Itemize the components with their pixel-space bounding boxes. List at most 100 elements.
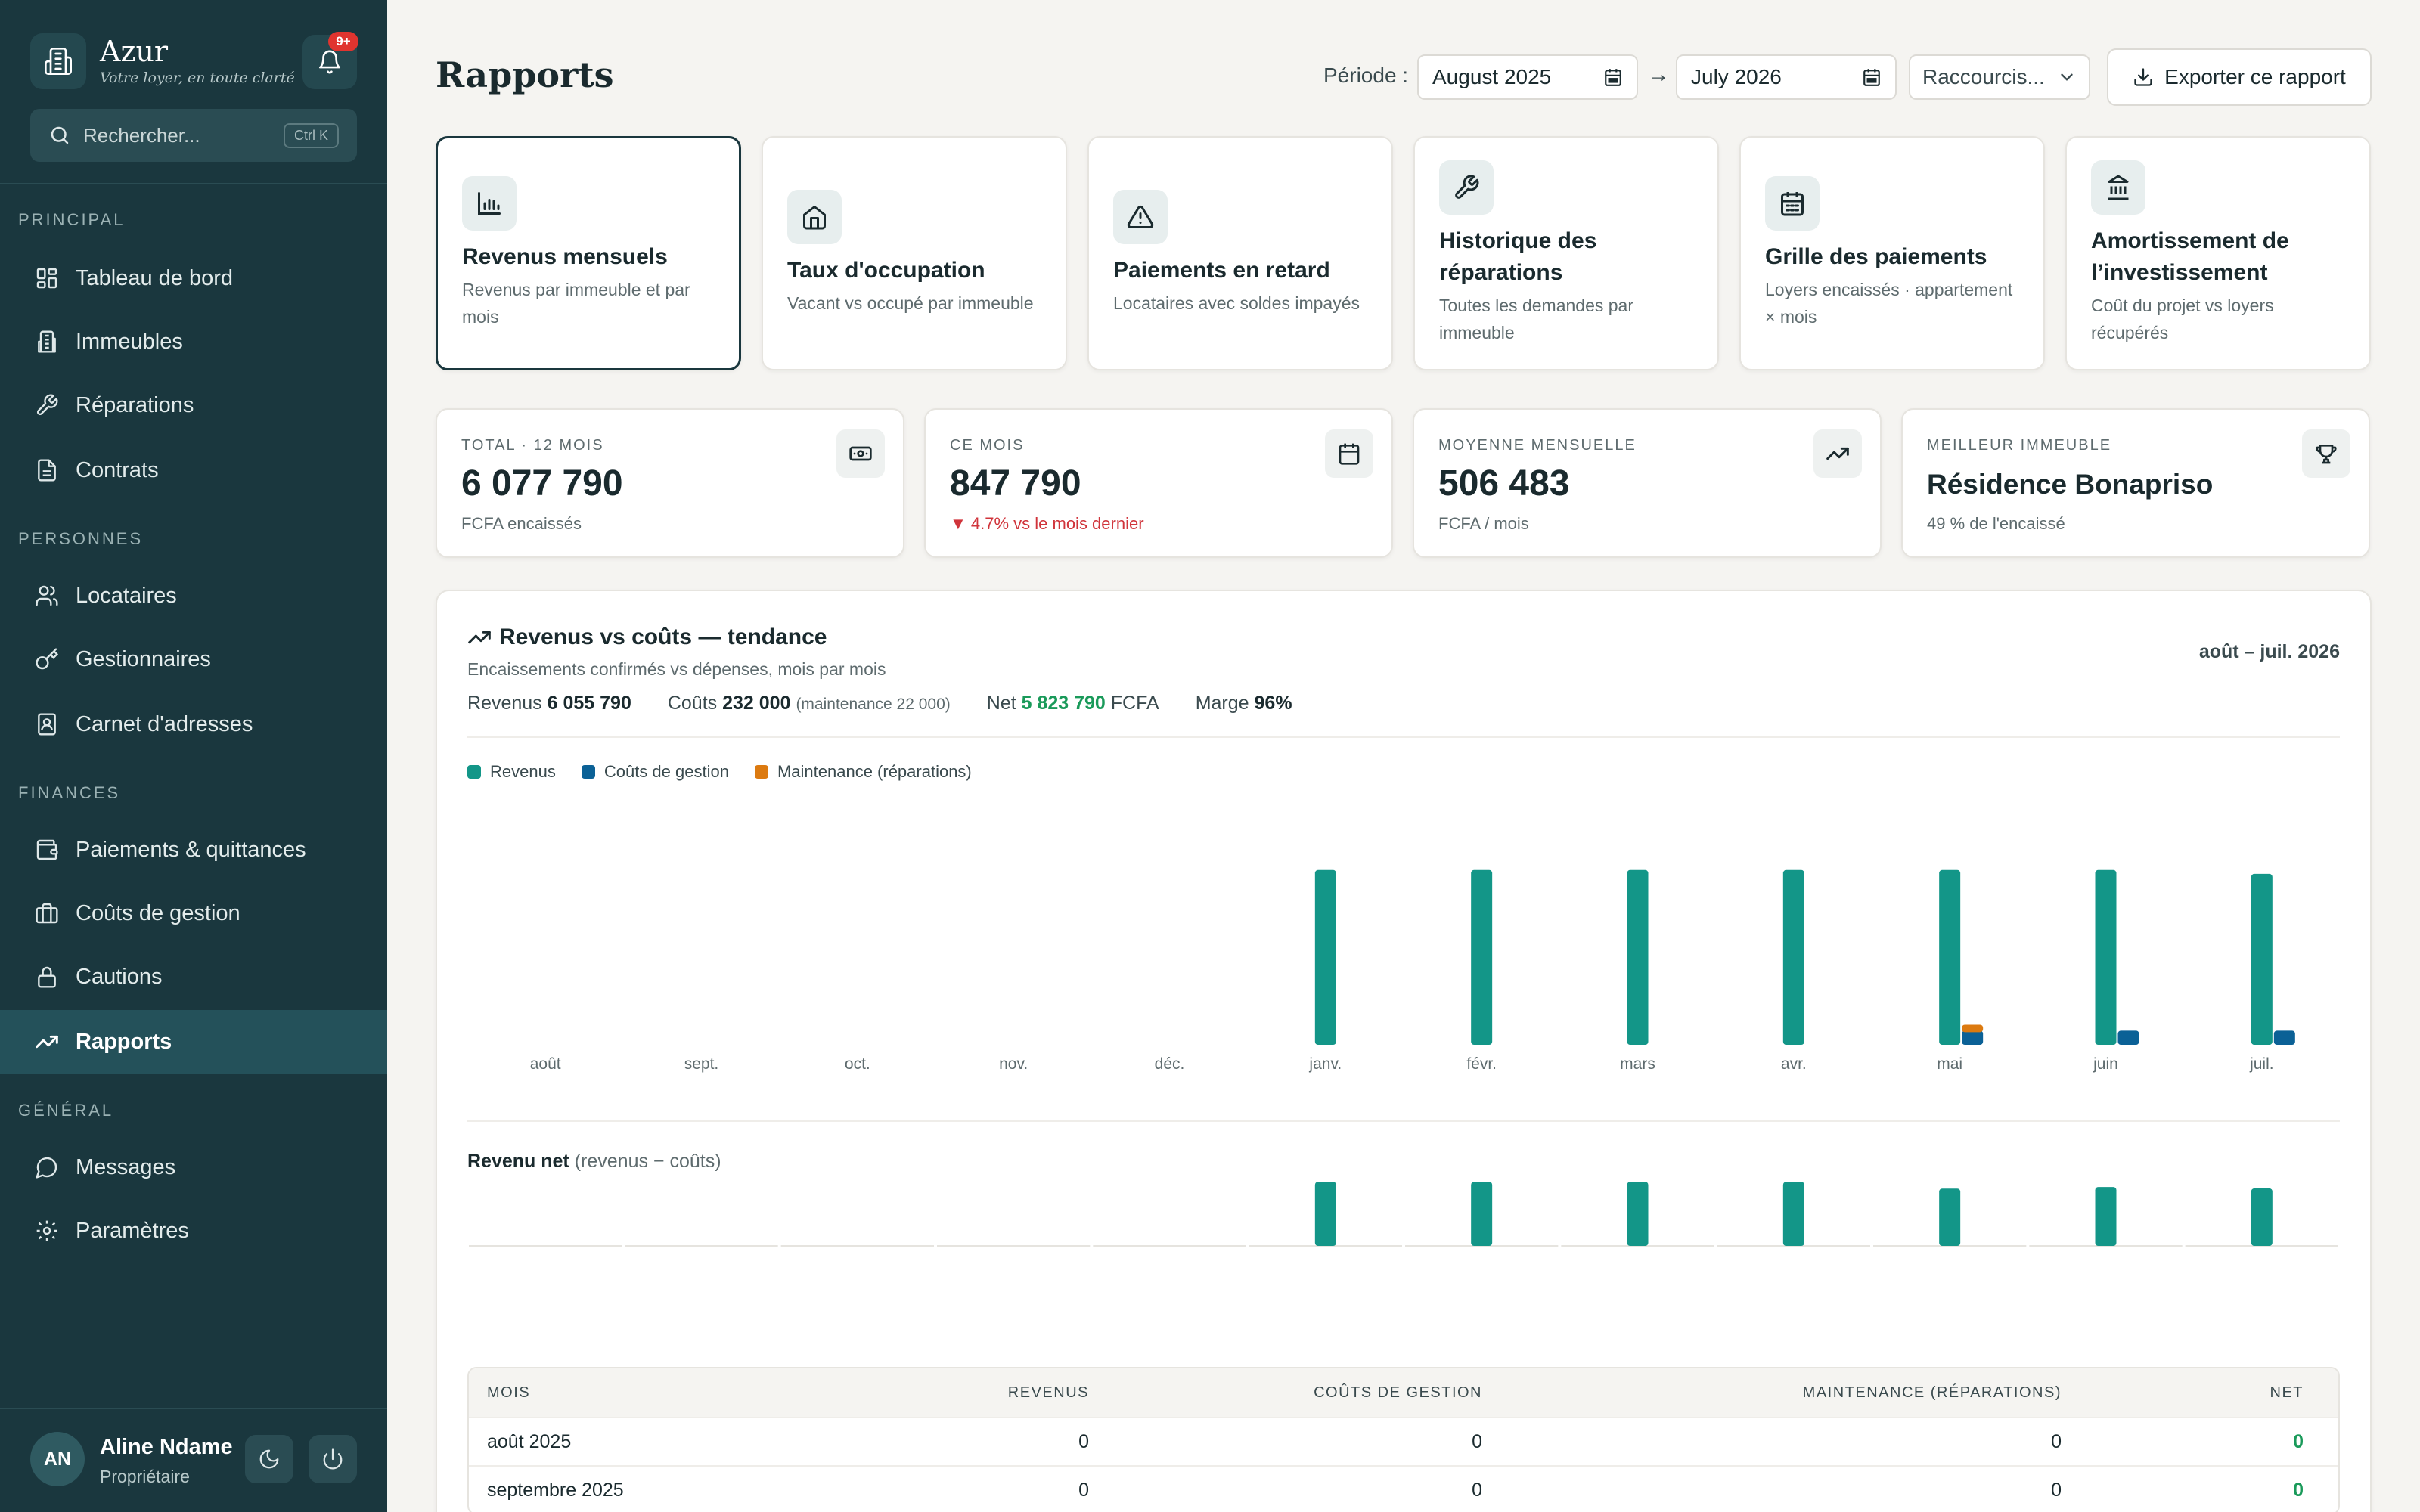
brand[interactable]: Azur Votre loyer, en toute clarté xyxy=(30,33,295,89)
report-card-title: Amortissement de l’investissement xyxy=(2091,228,2289,285)
column-header[interactable]: MOIS xyxy=(487,1383,531,1401)
search-input[interactable]: Rechercher... Ctrl K xyxy=(30,109,357,162)
net-baseline-1 xyxy=(625,1245,778,1247)
report-card-monthly-revenue[interactable]: Revenus mensuels Revenus par immeuble et… xyxy=(436,136,741,370)
bar-net-11[interactable] xyxy=(2251,1188,2273,1246)
bell-icon xyxy=(318,50,341,74)
chat-icon xyxy=(33,1154,60,1181)
kpi-sub: 49 % de l'encaissé xyxy=(1927,514,2065,533)
date-from-input[interactable]: August 2025 xyxy=(1417,54,1638,100)
sidebar-item-payments[interactable]: Paiements & quittances xyxy=(0,818,387,881)
legend-item-couts[interactable]: Coûts de gestion xyxy=(581,762,729,782)
table-row[interactable]: août 2025 0 0 0 0 xyxy=(469,1417,2338,1465)
x-tick-label: sept. xyxy=(684,1055,719,1073)
report-card-repair-history[interactable]: Historique des réparations Toutes les de… xyxy=(1413,136,1719,370)
bar-net-5[interactable] xyxy=(1314,1182,1336,1246)
table-header: MOIS REVENUS COÛTS DE GESTION MAINTENANC… xyxy=(469,1368,2338,1417)
panel-title: Revenus vs coûts — tendance xyxy=(499,624,827,649)
bar-revenus-9[interactable] xyxy=(1939,869,1961,1045)
range-arrow: → xyxy=(1647,62,1670,87)
bar-net-8[interactable] xyxy=(1782,1182,1804,1246)
sidebar-item-label: Carnet d'adresses xyxy=(76,711,253,736)
kpi-label: CE MOIS xyxy=(950,437,1025,454)
trend-icon xyxy=(468,631,491,644)
sidebar-item-deposits[interactable]: Cautions xyxy=(0,945,387,1009)
report-card-title: Taux d'occupation xyxy=(787,258,985,283)
logout-button[interactable] xyxy=(309,1435,357,1483)
document-icon xyxy=(33,457,60,484)
kpi-best-building: MEILLEUR IMMEUBLE Résidence Bonapriso 49… xyxy=(1901,408,2370,558)
sidebar-item-label: Immeubles xyxy=(76,329,183,354)
legend-item-revenus[interactable]: Revenus xyxy=(467,762,556,782)
building-logo-icon xyxy=(30,33,86,89)
report-card-desc: Revenus par immeuble et par mois xyxy=(462,280,690,327)
trend-icon xyxy=(33,1028,60,1055)
table-cell: 0 xyxy=(1472,1479,1482,1501)
report-card-desc: Coût du projet vs loyers récupérés xyxy=(2091,296,2274,342)
report-card-payment-grid[interactable]: Grille des paiements Loyers encaissés · … xyxy=(1739,136,2045,370)
bar-couts-10[interactable] xyxy=(2118,1030,2139,1045)
sidebar-item-managers[interactable]: Gestionnaires xyxy=(0,627,387,691)
sidebar-item-reports[interactable]: Rapports xyxy=(0,1010,387,1074)
bar-revenus-8[interactable] xyxy=(1782,869,1804,1045)
table-row[interactable]: septembre 2025 0 0 0 0 xyxy=(469,1465,2338,1512)
bar-revenus-5[interactable] xyxy=(1314,869,1336,1045)
sidebar-item-buildings[interactable]: Immeubles xyxy=(0,310,387,373)
shortcuts-select[interactable]: Raccourcis... xyxy=(1909,54,2090,100)
bar-couts-9[interactable] xyxy=(1962,1030,1984,1045)
sidebar-item-dashboard[interactable]: Tableau de bord xyxy=(0,246,387,310)
report-card-late-payments[interactable]: Paiements en retard Locataires avec sold… xyxy=(1087,136,1393,370)
report-card-desc: Vacant vs occupé par immeuble xyxy=(787,293,1034,313)
calendar-icon xyxy=(1325,429,1373,478)
net-revenue-chart xyxy=(469,1182,2338,1247)
key-icon xyxy=(33,646,60,673)
sidebar-item-messages[interactable]: Messages xyxy=(0,1136,387,1199)
bar-net-6[interactable] xyxy=(1471,1182,1493,1246)
bar-revenus-7[interactable] xyxy=(1627,869,1649,1045)
column-header[interactable]: NET xyxy=(2270,1383,2304,1401)
bar-revenus-6[interactable] xyxy=(1471,869,1493,1045)
sidebar-item-contracts[interactable]: Contrats xyxy=(0,438,387,502)
column-header[interactable]: COÛTS DE GESTION xyxy=(1314,1383,1482,1401)
sidebar-item-management-costs[interactable]: Coûts de gestion xyxy=(0,881,387,945)
bar-revenus-11[interactable] xyxy=(2251,873,2273,1045)
table-cell: 0 xyxy=(2293,1430,2304,1452)
table-cell: septembre 2025 xyxy=(487,1479,624,1501)
user-footer: AN Aline Ndame Propriétaire xyxy=(0,1408,387,1512)
sidebar-item-address-book[interactable]: Carnet d'adresses xyxy=(0,692,387,756)
column-header[interactable]: MAINTENANCE (RÉPARATIONS) xyxy=(1802,1383,2062,1401)
section-label-principal: PRINCIPAL xyxy=(18,210,126,229)
stat-couts: Coûts 232 000 (maintenance 22 000) xyxy=(667,692,951,714)
gear-icon xyxy=(33,1217,60,1244)
sidebar-item-repairs[interactable]: Réparations xyxy=(0,373,387,437)
bar-net-7[interactable] xyxy=(1627,1182,1649,1246)
table-cell: 0 xyxy=(1078,1479,1089,1501)
panel-title-row: Revenus vs coûts — tendance xyxy=(467,624,827,650)
legend-item-maintenance[interactable]: Maintenance (réparations) xyxy=(754,762,972,782)
bar-net-9[interactable] xyxy=(1939,1188,1961,1246)
x-tick-label: mai xyxy=(1937,1055,1962,1073)
monthly-table: MOIS REVENUS COÛTS DE GESTION MAINTENANC… xyxy=(467,1367,2340,1512)
kpi-monthly-average: MOYENNE MENSUELLE 506 483 FCFA / mois xyxy=(1413,408,1882,558)
dark-mode-button[interactable] xyxy=(245,1435,293,1483)
date-to-input[interactable]: July 2026 xyxy=(1676,54,1897,100)
bar-maintenance-9[interactable] xyxy=(1962,1024,1984,1033)
search-placeholder: Rechercher... xyxy=(83,123,200,147)
bar-net-10[interactable] xyxy=(2095,1187,2117,1246)
sidebar-item-settings[interactable]: Paramètres xyxy=(0,1199,387,1263)
report-card-investment-amortization[interactable]: Amortissement de l’investissement Coût d… xyxy=(2065,136,2371,370)
sidebar-item-tenants[interactable]: Locataires xyxy=(0,564,387,627)
export-report-button[interactable]: Exporter ce rapport xyxy=(2107,48,2372,106)
report-card-occupancy[interactable]: Taux d'occupation Vacant vs occupé par i… xyxy=(762,136,1067,370)
notifications-button[interactable]: 9+ xyxy=(302,32,358,89)
shortcuts-value: Raccourcis... xyxy=(1922,65,2045,88)
bar-couts-11[interactable] xyxy=(2273,1030,2295,1045)
sidebar-item-label: Cautions xyxy=(76,964,163,989)
column-header[interactable]: REVENUS xyxy=(1007,1383,1089,1401)
bar-revenus-10[interactable] xyxy=(2095,869,2117,1045)
sidebar-item-label: Réparations xyxy=(76,392,194,417)
table-cell: août 2025 xyxy=(487,1430,572,1452)
avatar[interactable]: AN xyxy=(30,1432,85,1486)
export-label: Exporter ce rapport xyxy=(2164,65,2346,88)
download-icon xyxy=(2134,68,2152,86)
